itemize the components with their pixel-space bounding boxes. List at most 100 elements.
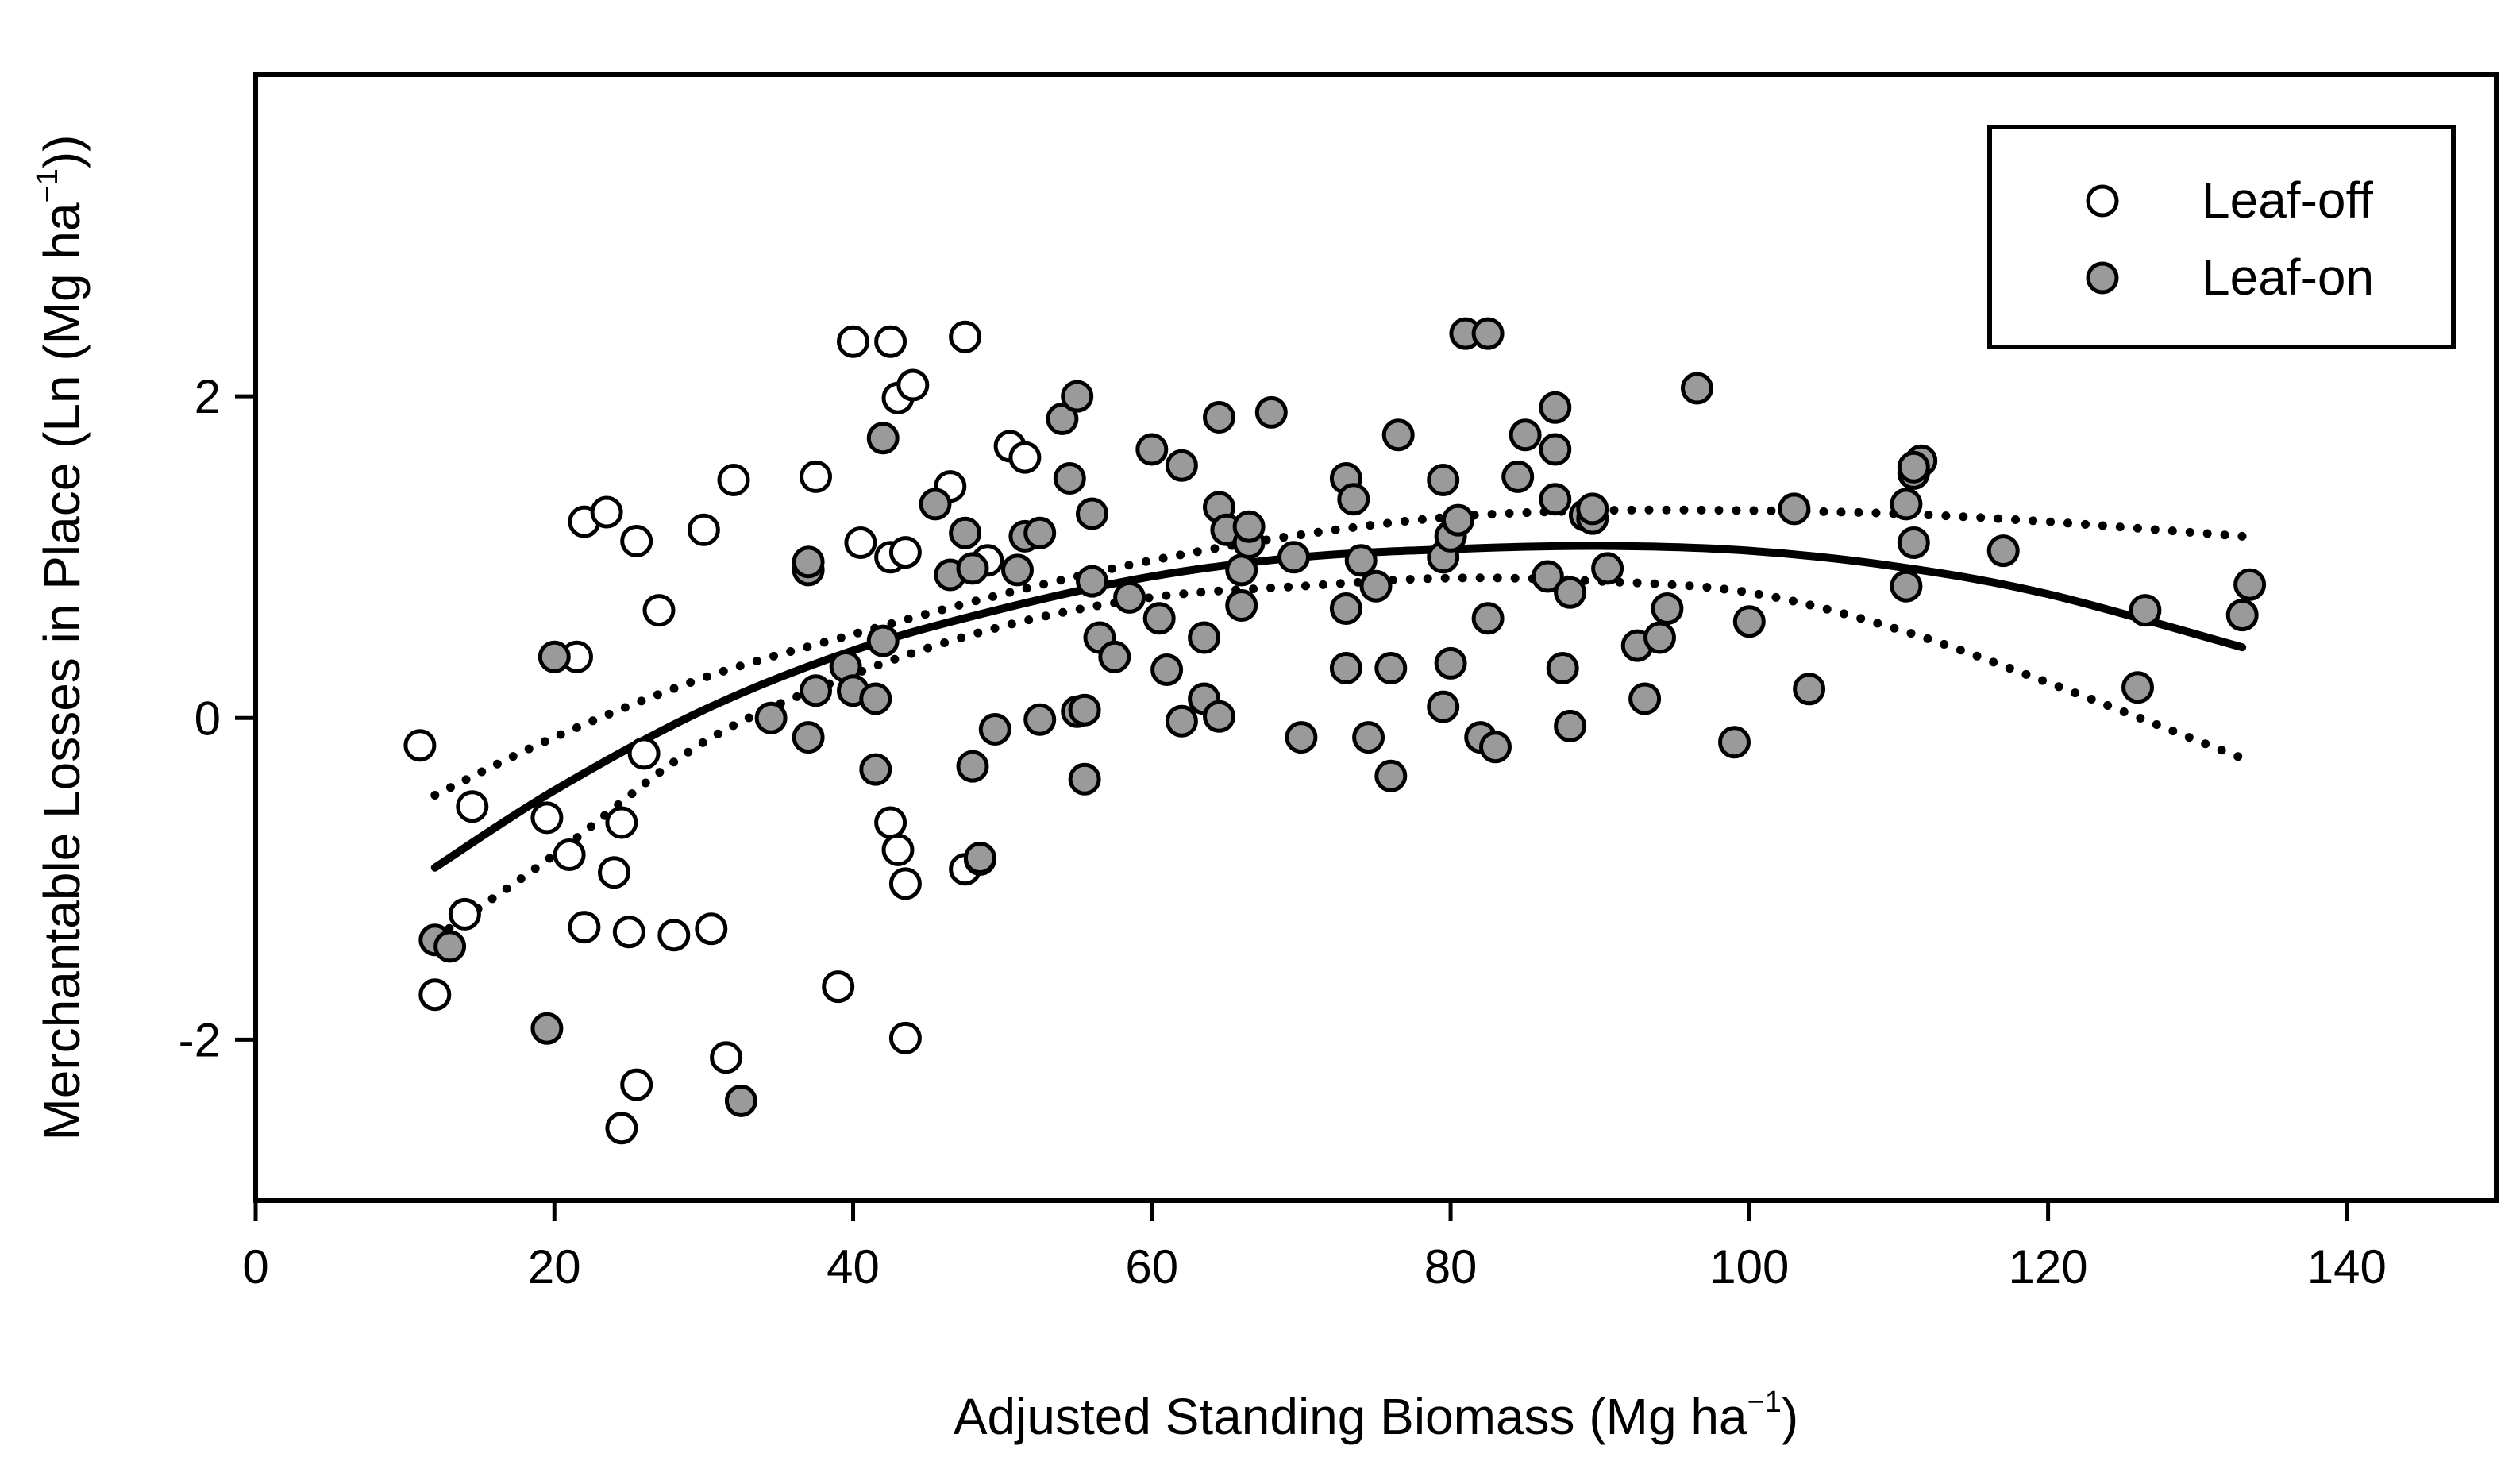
leaf-on-point bbox=[1285, 721, 1318, 754]
x-tick-label: 40 bbox=[827, 1240, 880, 1293]
x-tick-label: 80 bbox=[1424, 1240, 1478, 1293]
data-points bbox=[403, 317, 2267, 1145]
leaf-on-point bbox=[2121, 671, 2154, 704]
leaf-on-point bbox=[866, 422, 900, 455]
leaf-on-point bbox=[2233, 568, 2267, 601]
leaf-on-point bbox=[1113, 580, 1146, 614]
leaf-on-point bbox=[1203, 401, 1235, 434]
y-axis-title: Merchantable Losses in Place (Ln (Mg ha−… bbox=[31, 134, 91, 1140]
leaf-on-point bbox=[1165, 449, 1198, 482]
leaf-off-point bbox=[881, 833, 915, 866]
leaf-on-point bbox=[1442, 503, 1474, 537]
leaf-on-point bbox=[800, 674, 832, 707]
leaf-on-point bbox=[963, 842, 996, 874]
leaf-on-point bbox=[1337, 483, 1370, 516]
leaf-on-point bbox=[1531, 560, 1564, 593]
leaf-on-point bbox=[1076, 497, 1108, 530]
leaf-on-point bbox=[1897, 450, 1930, 484]
plot-frame bbox=[253, 72, 2499, 1203]
leaf-off-point bbox=[888, 1021, 922, 1054]
leaf-off-point bbox=[888, 867, 922, 900]
leaf-off-point bbox=[620, 1068, 653, 1101]
leaf-on-point bbox=[1986, 534, 2020, 568]
leaf-off-point bbox=[568, 911, 601, 944]
leaf-off-point bbox=[874, 325, 907, 358]
leaf-off-point bbox=[605, 806, 638, 839]
leaf-on-point bbox=[1023, 516, 1057, 549]
leaf-on-point bbox=[1352, 721, 1385, 754]
x-tick-label: 60 bbox=[1125, 1240, 1178, 1293]
leaf-on-point bbox=[2225, 599, 2259, 632]
leaf-off-point bbox=[642, 594, 676, 627]
leaf-on-point bbox=[859, 682, 892, 715]
leaf-on-point bbox=[1718, 726, 1751, 759]
leaf-on-point bbox=[1890, 488, 1923, 521]
legend-marker-leaf-on bbox=[2086, 261, 2119, 295]
leaf-on-point bbox=[1434, 646, 1467, 680]
leaf-on-point bbox=[1591, 552, 1624, 585]
leaf-off-point bbox=[530, 801, 564, 835]
leaf-on-point bbox=[1277, 541, 1310, 574]
leaf-on-point bbox=[919, 488, 952, 521]
leaf-off-point bbox=[456, 790, 489, 823]
leaf-on-point bbox=[1225, 589, 1258, 622]
leaf-on-point bbox=[1651, 592, 1684, 625]
legend-label-leaf-on: Leaf-on bbox=[2202, 249, 2374, 306]
leaf-on-point bbox=[1188, 621, 1221, 654]
leaf-on-point bbox=[1539, 433, 1572, 466]
leaf-on-point bbox=[1539, 391, 1572, 424]
leaf-on-point bbox=[866, 624, 900, 657]
leaf-off-point bbox=[949, 320, 982, 353]
leaf-on-point bbox=[2129, 594, 2162, 627]
leaf-off-point bbox=[822, 970, 855, 1004]
leaf-on-point bbox=[1793, 673, 1826, 706]
leaf-off-point bbox=[687, 513, 720, 546]
leaf-off-point bbox=[710, 1041, 743, 1074]
leaf-off-point bbox=[717, 464, 750, 496]
leaf-on-point bbox=[1068, 693, 1101, 727]
leaf-on-point bbox=[1046, 403, 1079, 435]
leaf-on-point bbox=[1890, 569, 1923, 603]
leaf-on-point bbox=[1254, 395, 1288, 429]
leaf-on-point bbox=[530, 1012, 564, 1045]
legend-label-leaf-off: Leaf-off bbox=[2202, 172, 2373, 229]
fit-line bbox=[430, 542, 2247, 872]
leaf-off-point bbox=[657, 919, 691, 952]
leaf-off-point bbox=[837, 325, 869, 358]
leaf-on-point bbox=[1142, 602, 1176, 635]
leaf-on-point bbox=[1546, 652, 1579, 684]
leaf-on-point bbox=[1374, 759, 1408, 792]
leaf-on-point bbox=[1681, 372, 1713, 405]
x-tick-label: 20 bbox=[528, 1240, 581, 1293]
leaf-on-point bbox=[1509, 418, 1542, 452]
leaf-on-point bbox=[1098, 640, 1131, 673]
leaf-on-point bbox=[1554, 709, 1587, 742]
leaf-off-point bbox=[874, 806, 907, 839]
leaf-on-point bbox=[949, 516, 982, 549]
x-tick-label: 100 bbox=[1709, 1240, 1789, 1293]
leaf-on-point bbox=[1068, 762, 1101, 796]
y-tick-label: 0 bbox=[195, 692, 221, 745]
leaf-off-point bbox=[553, 838, 586, 871]
leaf-on-point bbox=[754, 701, 788, 734]
leaf-on-point bbox=[1023, 703, 1057, 736]
leaf-off-point bbox=[598, 856, 630, 889]
fit-curves bbox=[430, 505, 2247, 943]
leaf-on-point bbox=[1203, 700, 1235, 733]
leaf-off-point bbox=[888, 536, 922, 569]
leaf-off-point bbox=[896, 368, 930, 402]
leaf-on-point bbox=[1053, 462, 1086, 495]
leaf-on-point bbox=[1479, 730, 1512, 764]
leaf-on-point bbox=[1554, 576, 1587, 609]
leaf-on-point bbox=[956, 750, 989, 783]
x-axis-title: Adjusted Standing Biomass (Mg ha−1) bbox=[954, 1386, 1798, 1445]
leaf-off-point bbox=[418, 978, 452, 1012]
leaf-on-point bbox=[433, 930, 467, 963]
leaf-on-point bbox=[1539, 483, 1572, 516]
y-tick-label: 2 bbox=[195, 370, 221, 423]
upper-confidence-band bbox=[430, 505, 2247, 800]
leaf-on-point bbox=[1897, 526, 1930, 559]
leaf-on-point bbox=[1732, 605, 1766, 638]
leaf-on-point bbox=[1374, 652, 1408, 684]
